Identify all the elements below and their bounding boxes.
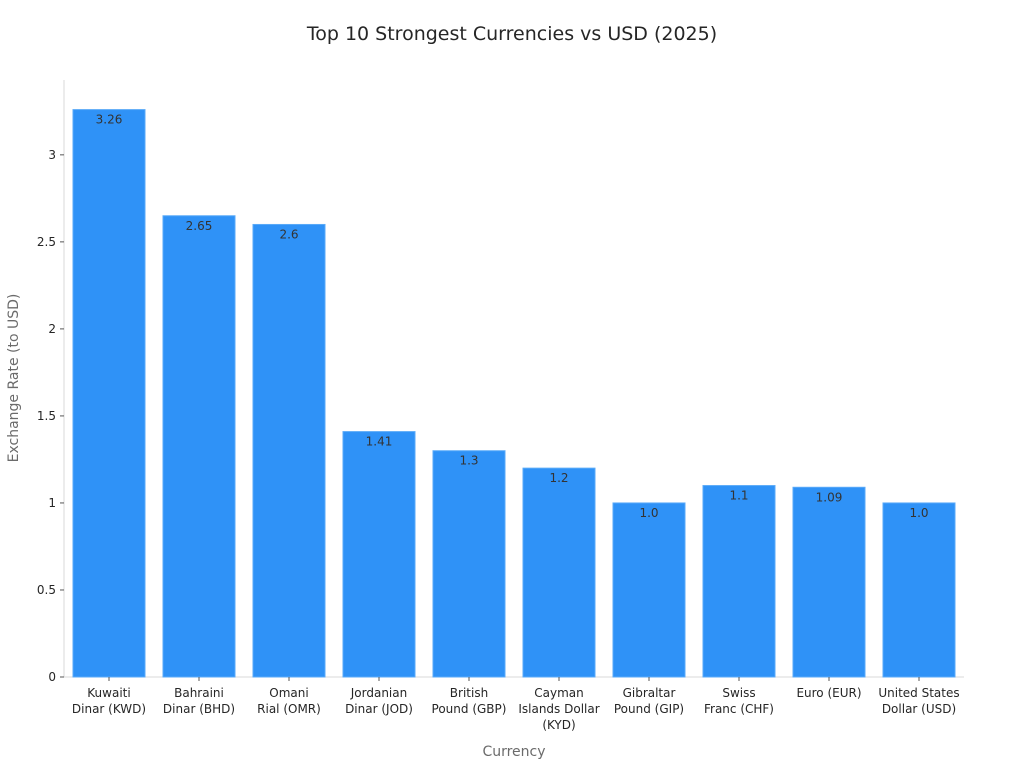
y-tick-label: 2.5 [37, 235, 56, 249]
data-label: 1.3 [459, 454, 478, 468]
bar [432, 450, 506, 678]
data-label: 1.09 [816, 490, 843, 504]
y-axis-label: Exchange Rate (to USD) [6, 294, 22, 463]
y-tick-label: 0 [48, 670, 56, 684]
bar [522, 467, 596, 678]
data-label: 1.1 [729, 489, 748, 503]
bar [882, 502, 956, 678]
data-label: 3.26 [96, 113, 123, 127]
bar [342, 431, 416, 678]
bar [612, 502, 686, 678]
bar [252, 223, 326, 678]
chart-title: Top 10 Strongest Currencies vs USD (2025… [306, 23, 717, 45]
x-tick-label: Cayman Islands Dollar (KYD) [518, 686, 599, 732]
data-label: 1.41 [366, 435, 393, 449]
x-tick-label: Bahraini Dinar (BHD) [163, 686, 235, 716]
bar [72, 109, 146, 678]
x-tick-label: Swiss Franc (CHF) [704, 686, 774, 716]
y-tick-label: 1 [48, 496, 56, 510]
bar [162, 215, 236, 678]
y-tick-label: 2 [48, 322, 56, 336]
x-tick-label: Euro (EUR) [796, 686, 861, 700]
data-label: 2.6 [279, 227, 298, 241]
data-label: 1.0 [909, 506, 928, 520]
x-tick-label: United States Dollar (USD) [878, 686, 959, 716]
bar [792, 486, 866, 678]
x-tick-label: Omani Rial (OMR) [257, 686, 321, 716]
x-axis-label: Currency [482, 744, 545, 760]
y-tick-label: 1.5 [37, 409, 56, 423]
bar [702, 485, 776, 678]
x-tick-label: Gibraltar Pound (GIP) [614, 686, 684, 716]
y-tick-label: 0.5 [37, 583, 56, 597]
y-tick-label: 3 [48, 148, 56, 162]
x-tick-label: Kuwaiti Dinar (KWD) [72, 686, 146, 716]
x-tick-label: Jordanian Dinar (JOD) [345, 686, 413, 716]
plot-area: 0 0.5 1 1.5 2 2.5 3 3.26 Kuwaiti Dinar (KWD) 2.65 B… [37, 80, 964, 732]
data-label: 2.65 [186, 219, 213, 233]
x-tick-label: British Pound (GBP) [432, 686, 507, 716]
data-label: 1.0 [639, 506, 658, 520]
data-label: 1.2 [549, 471, 568, 485]
